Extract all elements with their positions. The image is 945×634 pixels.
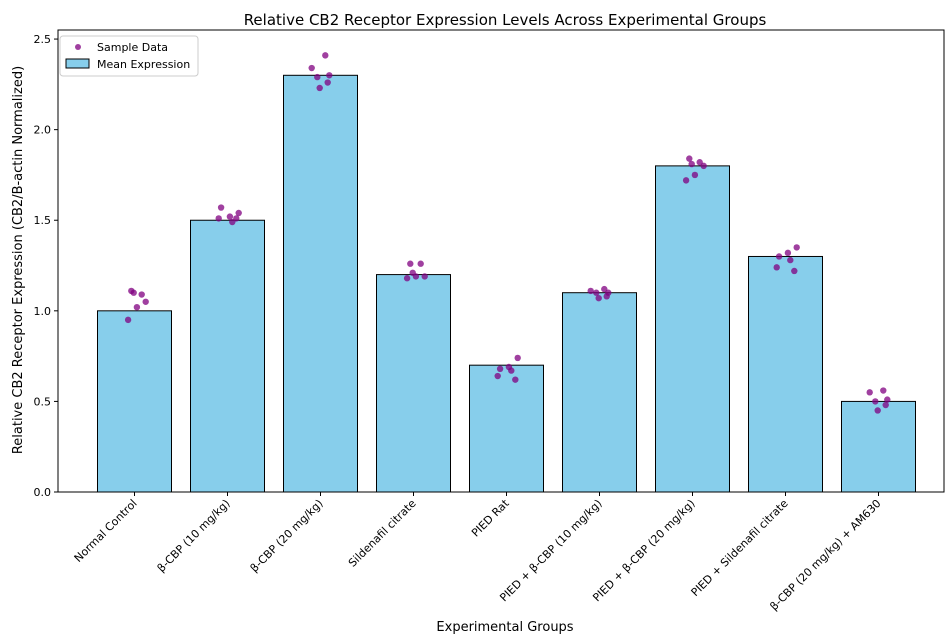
legend-label-mean-expression: Mean Expression — [97, 58, 190, 71]
sample-point-2-3 — [314, 73, 321, 81]
sample-point-3-4 — [412, 273, 420, 280]
sample-point-3-5 — [403, 275, 411, 282]
bar-5 — [562, 292, 637, 493]
y-tick-label-0: 0.0 — [34, 486, 52, 499]
sample-point-1-4 — [215, 215, 222, 222]
plot-frame — [57, 29, 945, 493]
sample-point-8-2 — [884, 396, 891, 403]
sample-point-1-0 — [235, 209, 242, 217]
bar-6 — [655, 165, 730, 493]
sample-point-5-3 — [593, 289, 600, 296]
legend-marker-mean-expression — [65, 58, 90, 69]
bar-4 — [469, 364, 544, 493]
sample-point-7-4 — [773, 264, 780, 271]
sample-point-2-0 — [322, 52, 329, 59]
sample-point-4-3 — [508, 367, 515, 374]
y-tick-label-2: 1.0 — [34, 305, 52, 318]
sample-point-6-3 — [700, 162, 707, 170]
sample-points-layer — [124, 52, 891, 414]
sample-point-7-1 — [784, 249, 792, 257]
chart-title: Relative CB2 Receptor Expression Levels … — [244, 11, 767, 29]
y-tick-label-3: 1.5 — [34, 214, 52, 227]
bar-7 — [748, 255, 823, 493]
sample-point-1-2 — [217, 204, 225, 211]
bar-1 — [190, 219, 265, 493]
sample-point-1-5 — [233, 215, 240, 222]
sample-point-3-1 — [417, 260, 424, 267]
y-axis-label: Relative CB2 Receptor Expression (CB2/B-… — [11, 66, 26, 454]
legend-box — [59, 35, 199, 77]
sample-point-4-5 — [512, 376, 519, 383]
sample-point-7-0 — [793, 244, 800, 251]
sample-point-2-1 — [308, 64, 315, 72]
sample-point-0-4 — [133, 304, 141, 311]
sample-point-2-5 — [316, 84, 323, 92]
sample-point-5-4 — [603, 293, 610, 300]
sample-point-6-5 — [682, 177, 690, 184]
sample-point-8-0 — [880, 387, 887, 394]
sample-point-4-0 — [514, 354, 521, 362]
sample-point-0-2 — [130, 289, 137, 296]
sample-point-6-4 — [691, 171, 699, 179]
sample-point-8-1 — [866, 389, 873, 396]
sample-point-0-5 — [124, 316, 132, 324]
y-tick-label-4: 2.0 — [34, 124, 52, 137]
x-axis-label: Experimental Groups — [436, 620, 573, 634]
sample-point-8-3 — [872, 398, 879, 405]
sample-point-3-0 — [407, 260, 414, 267]
sample-point-2-4 — [324, 79, 331, 86]
sample-point-7-2 — [775, 253, 783, 260]
sample-point-4-4 — [494, 372, 501, 380]
y-tick-label-5: 2.5 — [34, 33, 52, 46]
legend: Sample Data Mean Expression — [59, 35, 199, 77]
bar-8 — [841, 400, 916, 493]
bar-0 — [97, 310, 172, 493]
sample-point-7-3 — [787, 256, 794, 264]
sample-point-6-2 — [688, 160, 695, 168]
bar-3 — [376, 274, 451, 493]
sample-point-5-1 — [587, 287, 594, 295]
sample-point-3-3 — [421, 273, 428, 280]
sample-point-0-3 — [142, 298, 149, 305]
sample-point-8-4 — [882, 401, 889, 409]
sample-point-4-2 — [496, 365, 504, 372]
sample-point-1-1 — [226, 213, 234, 220]
y-tick-label-1: 0.5 — [34, 395, 52, 408]
y-axis: 0.0 0.5 1.0 1.5 2.0 2.5 — [34, 33, 58, 499]
sample-point-2-2 — [326, 72, 333, 79]
bars-layer — [97, 74, 916, 493]
legend-label-sample-data: Sample Data — [97, 41, 168, 54]
bar-2 — [283, 74, 358, 493]
sample-point-8-5 — [874, 407, 881, 414]
sample-point-5-5 — [595, 294, 602, 302]
sample-point-6-0 — [686, 155, 693, 162]
sample-point-0-1 — [138, 291, 145, 298]
sample-point-7-5 — [791, 267, 798, 275]
legend-marker-sample-data — [75, 44, 81, 50]
